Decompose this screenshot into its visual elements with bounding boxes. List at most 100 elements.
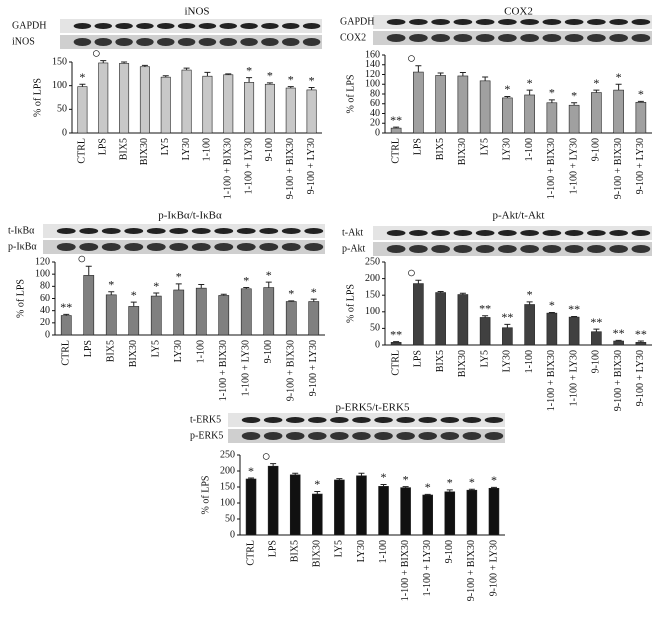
bar	[312, 493, 323, 536]
x-tick-label: 1-100	[524, 350, 535, 373]
y-tick-label: 0	[45, 329, 50, 340]
x-tick-label: BIX30	[457, 138, 468, 165]
blot-band	[431, 245, 450, 253]
x-tick-label: 9-100 + LY30	[635, 138, 646, 194]
bar	[263, 287, 275, 336]
error-bar	[490, 486, 497, 489]
x-tick-label: LY30	[181, 138, 192, 160]
blot-band	[609, 34, 628, 42]
y-tick-label: 50	[225, 513, 235, 524]
blot-band	[475, 19, 495, 25]
blot-band	[498, 245, 517, 253]
blot-band	[157, 38, 175, 46]
x-tick-label: LY30	[356, 540, 367, 562]
panel-title: p-IκBα/t-IκBα	[158, 210, 222, 222]
blot-band	[453, 19, 473, 25]
y-tick-label: 80	[370, 88, 380, 99]
error-bar	[108, 291, 115, 295]
error-bar	[437, 72, 444, 76]
blot-band	[330, 417, 349, 423]
significance-mark: *	[248, 464, 254, 478]
significance-mark: *	[267, 69, 273, 83]
error-bar	[415, 279, 422, 284]
bar	[422, 494, 433, 536]
y-tick-label: 40	[370, 108, 380, 119]
significance-mark: ○	[407, 266, 416, 282]
blot-band	[609, 245, 628, 253]
error-bar	[314, 490, 321, 495]
x-tick-label: 1-100 + BIX30	[400, 540, 411, 601]
x-tick-label: BIX5	[290, 540, 301, 562]
error-bar	[162, 75, 169, 78]
blot-band	[587, 245, 606, 253]
significance-mark: *	[108, 278, 114, 292]
significance-mark: *	[527, 76, 533, 90]
bar	[479, 80, 491, 134]
blot-band	[587, 34, 606, 42]
significance-mark: *	[616, 70, 622, 84]
blot-band	[302, 23, 321, 29]
significance-mark: **	[590, 315, 602, 329]
x-tick-label: LPS	[83, 340, 94, 357]
bar	[308, 301, 320, 336]
panel-title: p-ERK5/t-ERK5	[336, 402, 410, 414]
x-tick-label: BIX5	[435, 350, 446, 372]
blot-band	[609, 19, 628, 25]
blot-band	[498, 19, 517, 25]
x-tick-label: LY5	[479, 350, 490, 367]
bar	[378, 486, 389, 536]
error-bar	[130, 301, 137, 307]
blot-label: p-Akt	[342, 243, 366, 254]
x-tick-label: 9-100 + BIX30	[613, 350, 624, 411]
blot-band	[396, 432, 415, 440]
significance-mark: *	[549, 298, 555, 312]
significance-mark: **	[390, 327, 402, 341]
blot-band	[136, 23, 154, 29]
blot-band	[214, 243, 234, 251]
bar	[244, 82, 255, 134]
y-tick-label: 100	[365, 306, 380, 317]
x-tick-label: LY30	[173, 340, 184, 362]
blot-band	[115, 38, 133, 46]
blot-band	[409, 230, 428, 236]
x-tick-label: LPS	[413, 138, 424, 155]
x-tick-label: 1-100 + LY30	[243, 138, 254, 194]
blot-band	[440, 417, 460, 423]
blot-band	[520, 19, 539, 25]
significance-mark: *	[504, 82, 510, 96]
y-tick-label: 100	[35, 268, 50, 279]
blot-label: t-Akt	[342, 227, 363, 238]
bar	[306, 89, 317, 134]
blot-label: GAPDH	[340, 16, 374, 27]
blot-band	[285, 417, 305, 423]
significance-mark: *	[309, 73, 315, 87]
error-bar	[141, 64, 148, 67]
significance-mark: *	[79, 70, 85, 84]
significance-mark: ○	[92, 46, 101, 62]
error-bar	[266, 82, 273, 85]
panel-title: iNOS	[184, 6, 209, 18]
blot-band	[564, 19, 584, 25]
x-tick-label: BIX30	[128, 340, 139, 367]
y-tick-label: 0	[375, 339, 380, 350]
error-bar	[198, 284, 205, 289]
blot-band	[542, 230, 562, 236]
error-bar	[504, 323, 511, 328]
blot-label: GAPDH	[12, 20, 46, 31]
significance-mark: *	[288, 287, 294, 301]
y-tick-label: 200	[365, 273, 380, 284]
bar	[285, 301, 297, 336]
blot-band	[73, 38, 92, 46]
significance-mark: *	[311, 285, 317, 299]
blot-band	[73, 23, 92, 29]
error-bar	[220, 293, 227, 296]
bar	[546, 102, 558, 134]
significance-mark: **	[60, 300, 72, 314]
significance-mark: **	[568, 302, 580, 316]
blot-band	[94, 23, 112, 29]
y-tick-label: 150	[220, 481, 235, 492]
blot-band	[304, 243, 324, 251]
significance-mark: ○	[77, 252, 86, 268]
panel: p-ERK5/t-ERK5 t-ERK5 p-ERK5 0 50 100 150 200 250…	[190, 402, 505, 601]
